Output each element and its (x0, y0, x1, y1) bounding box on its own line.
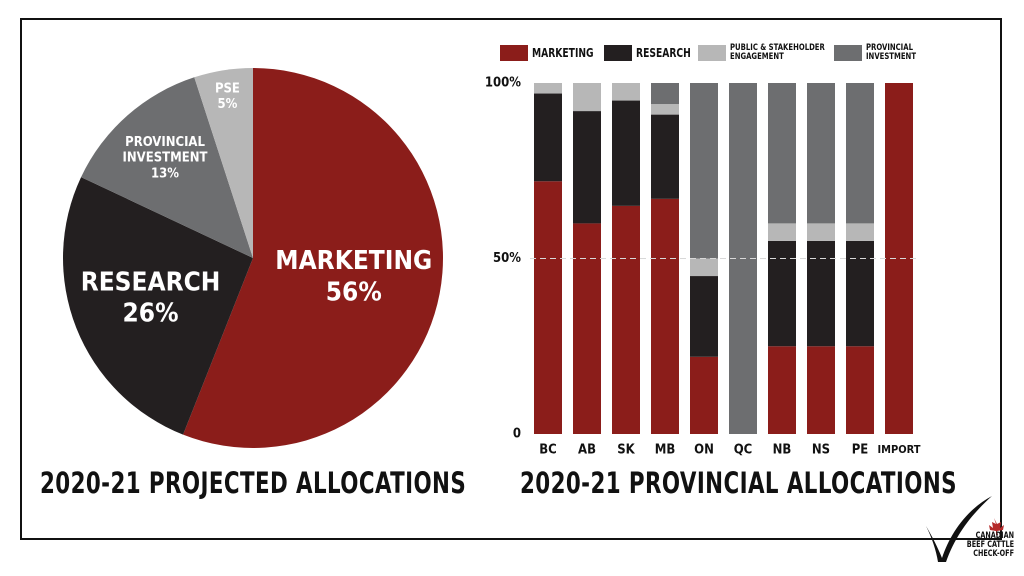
bar-segment-BC-0 (534, 181, 562, 434)
x-tick-label: SK (617, 443, 635, 458)
bar-segment-ON-3 (690, 83, 718, 259)
legend-item: PROVINCIAL INVESTMENT (834, 38, 925, 68)
bar-segment-NB-3 (768, 83, 796, 224)
bar-segment-BC-2 (534, 83, 562, 94)
bar-segment-PE-3 (846, 83, 874, 224)
pie-slice-2 (81, 77, 254, 259)
bar-segment-NS-0 (807, 346, 835, 434)
pie-slice-0 (183, 68, 443, 448)
bar-segment-AB-0 (573, 223, 601, 434)
x-tick-label: PE (852, 443, 869, 458)
legend-swatch (604, 45, 632, 61)
logo-text-line3: CHECK-OFF (973, 549, 1014, 559)
legend-swatch (500, 45, 528, 61)
x-tick-label: NS (812, 443, 830, 458)
bar-segment-NS-3 (807, 83, 835, 224)
pie-slice-value-label: 56% (326, 277, 382, 307)
x-tick-label: ON (694, 443, 714, 458)
bar-segment-NB-1 (768, 240, 796, 347)
bar-segment-BC-1 (534, 93, 562, 182)
x-tick-label: AB (578, 443, 596, 458)
bar-segment-SK-0 (612, 205, 640, 434)
bar-segment-MB-1 (651, 114, 679, 199)
bar-segment-NB-0 (768, 346, 796, 434)
legend-label: RESEARCH (636, 46, 691, 60)
y-tick-label: 100% (485, 76, 521, 91)
bar-chart-title: 2020-21 PROVINCIAL ALLOCATIONS (520, 466, 957, 500)
pie-slice-3 (194, 68, 253, 258)
bar-segment-NS-1 (807, 240, 835, 347)
pie-slice-label: RESEARCH (81, 267, 221, 297)
x-tick-label: NB (773, 443, 792, 458)
bar-segment-ON-0 (690, 356, 718, 434)
bar-segment-AB-2 (573, 83, 601, 112)
stacked-bar-chart: 0 50% 100% BC AB SK MB ON QC NB NS PE IMPORT (485, 76, 921, 458)
pie-slice-1 (62, 177, 254, 435)
legend-label: MARKETING (532, 46, 594, 60)
pie-slice-value-label: 5% (218, 97, 238, 112)
pie-slice-label: PSE (215, 81, 240, 96)
figure-frame (20, 18, 1002, 540)
legend-swatch (698, 45, 726, 61)
legend-item: MARKETING (500, 38, 604, 68)
pie-slice-label: MARKETING (275, 246, 432, 276)
bar-segment-PE-1 (846, 240, 874, 347)
bar-segment-MB-3 (651, 83, 679, 105)
legend-item: RESEARCH (604, 38, 700, 68)
y-tick-label: 50% (493, 251, 521, 266)
legend-label: PUBLIC & STAKEHOLDER ENGAGEMENT (730, 43, 825, 62)
x-tick-label: QC (734, 443, 753, 458)
x-tick-label: MB (655, 443, 676, 458)
y-tick-label: 0 (513, 427, 521, 442)
bar-segment-SK-1 (612, 100, 640, 206)
bar-segment-NB-2 (768, 223, 796, 241)
legend-item: PUBLIC & STAKEHOLDER ENGAGEMENT (698, 38, 842, 68)
bar-segment-MB-2 (651, 104, 679, 115)
logo-text-line2: BEEF CATTLE (966, 540, 1014, 550)
bar-segment-AB-1 (573, 111, 601, 224)
legend-label: PROVINCIAL INVESTMENT (866, 43, 917, 62)
x-tick-label: IMPORT (877, 443, 920, 456)
pie-slice-label: PROVINCIAL (125, 135, 205, 150)
pie-slice-value-label: 26% (123, 299, 179, 329)
pie-slice-label: INVESTMENT (123, 151, 208, 166)
bar-segment-ON-2 (690, 258, 718, 277)
bar-segment-PE-2 (846, 223, 874, 241)
pie-chart-title: 2020-21 PROJECTED ALLOCATIONS (40, 466, 467, 500)
bar-segment-ON-1 (690, 276, 718, 357)
pie-slice-value-label: 13% (151, 166, 179, 181)
bar-chart-legend: MARKETING RESEARCH PUBLIC & STAKEHOLDER EN… (500, 38, 940, 68)
bar-segment-NS-2 (807, 223, 835, 241)
logo-text-line1: CANADIAN (975, 531, 1014, 541)
bar-segment-SK-2 (612, 83, 640, 101)
legend-swatch (834, 45, 862, 61)
bar-segment-IMPORT-0 (885, 83, 913, 434)
check-off-logo: CANADIAN BEEF CATTLE CHECK-OFF (922, 488, 1022, 568)
bar-segment-MB-0 (651, 198, 679, 434)
x-tick-label: BC (539, 443, 557, 458)
bar-segment-PE-0 (846, 346, 874, 434)
logo-checkmark-icon (926, 496, 1004, 562)
